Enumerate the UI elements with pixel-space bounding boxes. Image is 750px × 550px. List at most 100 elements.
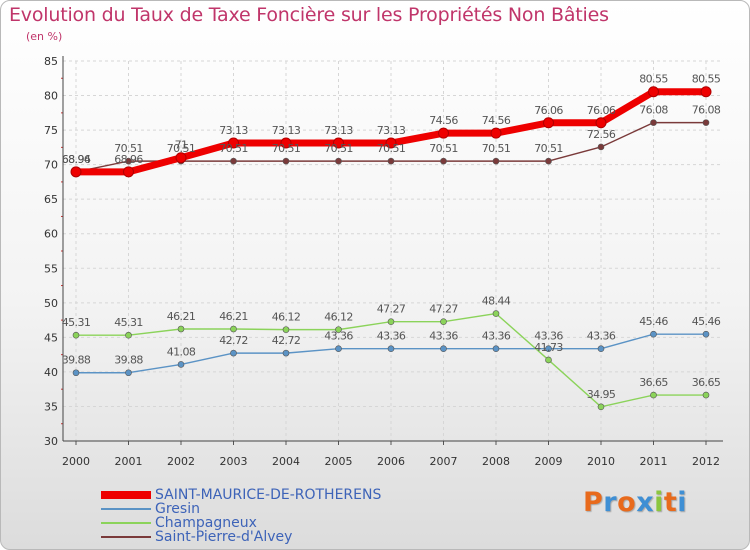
data-label: 43.36 [587, 330, 616, 343]
data-label: 47.27 [377, 303, 406, 316]
data-point [440, 345, 447, 352]
data-point [177, 325, 185, 333]
x-tick-label: 2000 [62, 455, 90, 468]
data-label: 68.96 [114, 153, 143, 166]
data-point [385, 137, 397, 149]
logo-letter: x [636, 487, 655, 518]
data-label: 46.12 [272, 311, 301, 324]
legend-swatch [101, 508, 151, 510]
data-label: 73.13 [219, 124, 248, 137]
chart-title: Evolution du Taux de Taxe Foncière sur l… [9, 4, 609, 26]
data-point [438, 127, 449, 139]
data-label: 45.31 [114, 316, 143, 329]
data-label: 43.36 [324, 330, 353, 343]
data-label: 39.88 [62, 354, 91, 367]
data-point [545, 345, 552, 352]
legend-label: SAINT-MAURICE-DE-ROTHERENS [155, 487, 382, 503]
data-label: 80.55 [639, 73, 668, 86]
data-label: 70.51 [167, 142, 196, 155]
data-label: 70.51 [272, 142, 301, 155]
data-point [230, 157, 237, 165]
logo-letter: i [654, 487, 664, 518]
data-point [387, 345, 395, 352]
data-label: 80.55 [692, 73, 721, 86]
data-point [282, 326, 290, 333]
data-point [175, 152, 187, 164]
data-label: 36.65 [639, 376, 668, 389]
data-label: 47.27 [429, 303, 458, 316]
data-labels: 68.94 70.51 70.51 70.51 70.51 70.51 70.51 70.51… [62, 73, 722, 401]
data-point [597, 143, 605, 151]
y-tick-label: 30 [44, 435, 58, 448]
data-point [543, 117, 554, 129]
axes: 30 35 40 45 50 55 60 65 70 75 80 85 2000 2001 2002 2003… [44, 55, 723, 468]
data-point [440, 318, 447, 325]
data-point [333, 137, 344, 149]
data-point [492, 345, 500, 352]
data-point [282, 157, 290, 165]
data-point [492, 310, 500, 317]
data-point [650, 391, 657, 399]
data-label: 76.08 [639, 104, 668, 117]
y-axis-label: (en %) [26, 30, 63, 43]
data-point [387, 318, 395, 325]
legend-item-gresin[interactable]: Gresin [101, 502, 200, 516]
data-label: 73.13 [377, 124, 406, 137]
data-label: 45.46 [692, 315, 721, 328]
data-point [545, 157, 552, 165]
data-label: 46.12 [324, 311, 353, 324]
data-point [597, 345, 605, 352]
data-label: 68.94 [62, 153, 91, 166]
data-label: 36.65 [692, 376, 721, 389]
data-label: 73.13 [272, 124, 301, 137]
legend-label: Saint-Pierre-d'Alvey [155, 529, 293, 545]
data-label: 76.06 [587, 104, 616, 117]
y-tick-label: 85 [44, 55, 58, 68]
legend-item-champagneux[interactable]: Champagneux [101, 516, 257, 530]
data-label: 68.96 [62, 153, 91, 166]
data-point [228, 137, 239, 149]
logo-letter: P [583, 487, 604, 518]
data-point [702, 119, 710, 126]
x-tick-label: 2001 [115, 455, 143, 468]
data-point [72, 369, 80, 377]
data-point [335, 345, 342, 352]
x-tick-label: 2007 [430, 455, 458, 468]
data-label: 73.13 [324, 124, 353, 137]
legend-swatch [101, 491, 151, 499]
data-label: 43.36 [482, 330, 511, 343]
data-label: 43.36 [377, 330, 406, 343]
data-point [125, 369, 132, 377]
y-tick-label: 45 [44, 331, 58, 344]
legend-item-saint-pierre[interactable]: Saint-Pierre-d'Alvey [101, 530, 292, 544]
legend-item-saint-maurice[interactable]: SAINT-MAURICE-DE-ROTHERENS [101, 488, 381, 502]
y-tick-label: 65 [44, 193, 58, 206]
data-label: 34.95 [587, 388, 616, 401]
data-label: 70.51 [534, 142, 563, 155]
data-label: 43.36 [429, 330, 458, 343]
x-tick-label: 2010 [587, 455, 615, 468]
y-tick-label: 50 [44, 297, 58, 310]
data-point [597, 403, 605, 411]
data-label: 48.44 [482, 295, 511, 308]
data-label: 46.21 [219, 310, 248, 323]
logo-letter: r [603, 487, 618, 518]
data-label: 76.06 [534, 104, 563, 117]
legend-swatch [101, 522, 151, 524]
data-point [280, 137, 292, 149]
data-point [387, 157, 395, 165]
y-tick-label: 35 [44, 400, 58, 413]
x-tick-label: 2006 [377, 455, 405, 468]
data-point [72, 331, 80, 339]
data-point [230, 325, 237, 333]
data-label: 70.51 [482, 142, 511, 155]
data-label: 76.08 [692, 104, 721, 117]
data-label: 39.88 [114, 354, 143, 367]
data-point [648, 86, 659, 98]
data-label: 74.56 [429, 114, 458, 127]
x-tick-label: 2011 [640, 455, 668, 468]
logo-letter: o [617, 487, 637, 518]
x-tick-label: 2012 [692, 455, 720, 468]
data-point [230, 349, 237, 357]
data-point [440, 157, 447, 165]
